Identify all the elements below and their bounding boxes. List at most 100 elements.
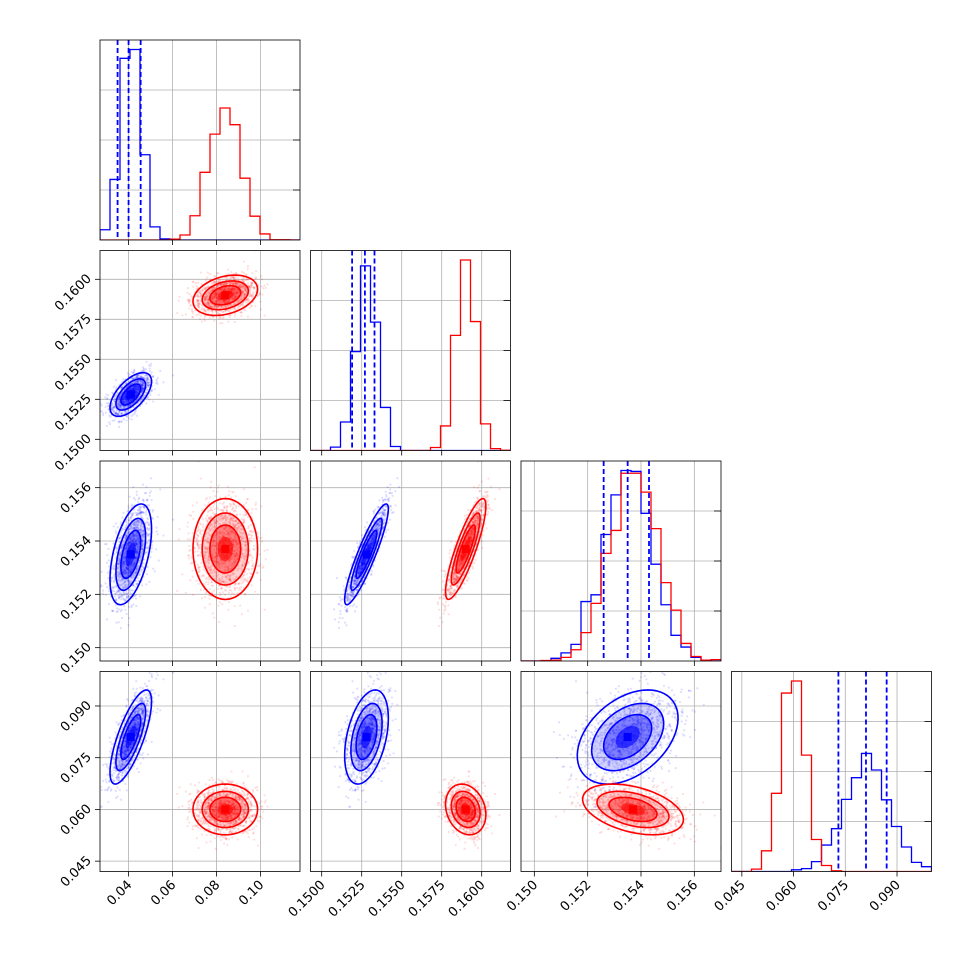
scatter-point (151, 375, 154, 378)
scatter-point (220, 306, 224, 309)
scatter-point (136, 385, 139, 388)
scatter-point (253, 466, 256, 469)
scatter-point (234, 495, 238, 498)
scatter-point (118, 402, 121, 405)
scatter-point (135, 381, 139, 384)
scatter-point (120, 385, 124, 389)
scatter-point (116, 412, 119, 415)
scatter-point (221, 321, 224, 325)
scatter-point (140, 584, 144, 587)
scatter-point (122, 397, 125, 400)
scatter-point (221, 288, 224, 291)
scatter-point (140, 383, 143, 387)
scatter-point (227, 493, 230, 497)
scatter-point (213, 281, 216, 284)
scatter-point (200, 597, 204, 600)
scatter-point (147, 383, 150, 386)
scatter-point (259, 300, 262, 303)
scatter-point (236, 289, 239, 292)
panel-content (100, 461, 300, 661)
scatter-point (243, 295, 246, 298)
scatter-point (188, 298, 191, 301)
scatter-point (198, 305, 201, 309)
scatter-point (248, 286, 251, 289)
scatter-point (139, 381, 143, 384)
scatter-point (142, 381, 145, 384)
scatter-point (225, 273, 228, 276)
scatter-point (111, 419, 114, 422)
scatter-point (227, 600, 231, 603)
scatter-point (124, 382, 127, 385)
scatter-point (132, 368, 136, 371)
scatter-point (146, 384, 149, 387)
scatter-point (106, 404, 109, 407)
scatter-point (243, 285, 246, 288)
scatter-point (115, 412, 118, 415)
scatter-point (149, 555, 152, 559)
scatter-point (215, 293, 218, 296)
scatter-point (123, 396, 126, 399)
scatter-point (117, 402, 120, 405)
scatter-point (147, 376, 151, 379)
scatter-point (134, 387, 137, 390)
scatter-point (213, 296, 216, 299)
scatter-point (122, 406, 125, 409)
scatter-point (143, 377, 146, 380)
scatter-point (105, 585, 109, 589)
scatter-point (197, 582, 200, 585)
scatter-point (117, 401, 120, 404)
scatter-point (141, 384, 144, 387)
scatter-point (141, 369, 145, 372)
scatter-point (150, 546, 153, 550)
scatter-point (188, 544, 191, 547)
scatter-point (254, 507, 258, 511)
scatter-point (241, 302, 245, 306)
scatter-point (134, 381, 137, 384)
scatter-point (120, 616, 124, 620)
scatter-point (117, 400, 120, 403)
scatter-point (195, 287, 198, 290)
scatter-point (137, 388, 140, 392)
scatter-point (147, 384, 151, 387)
scatter-point (121, 398, 125, 401)
scatter-point (132, 603, 135, 606)
scatter-point (141, 382, 144, 385)
scatter-point (250, 285, 253, 288)
scatter-point (138, 375, 142, 378)
scatter-point (148, 398, 151, 401)
scatter-point (242, 260, 245, 263)
scatter-point (243, 292, 247, 296)
scatter-point (123, 397, 126, 400)
scatter-point (189, 303, 192, 307)
scatter-point (118, 396, 121, 399)
scatter-point (236, 294, 240, 297)
scatter-point (233, 289, 237, 293)
scatter-point (135, 387, 138, 390)
scatter-point (235, 301, 239, 304)
scatter-point (126, 405, 129, 408)
scatter-point (145, 388, 149, 391)
scatter-point (191, 531, 194, 534)
scatter-point (223, 301, 227, 304)
scatter-point (222, 315, 225, 318)
scatter-point (133, 412, 136, 415)
scatter-point (127, 605, 131, 608)
scatter-point (190, 295, 193, 298)
scatter-point (245, 288, 248, 292)
scatter-point (258, 565, 261, 568)
scatter-point (145, 373, 148, 376)
scatter-point (213, 319, 216, 322)
scatter-point (135, 392, 138, 395)
scatter-point (107, 559, 110, 562)
scatter-point (232, 281, 235, 284)
scatter-point (137, 387, 140, 390)
scatter-point (207, 302, 210, 306)
scatter-point (146, 378, 149, 381)
scatter-point (223, 288, 226, 292)
scatter-point (131, 386, 134, 389)
scatter-point (242, 488, 245, 491)
scatter-point (188, 557, 191, 560)
scatter-point (117, 621, 120, 624)
scatter-point (128, 400, 131, 403)
scatter-point (148, 491, 151, 495)
